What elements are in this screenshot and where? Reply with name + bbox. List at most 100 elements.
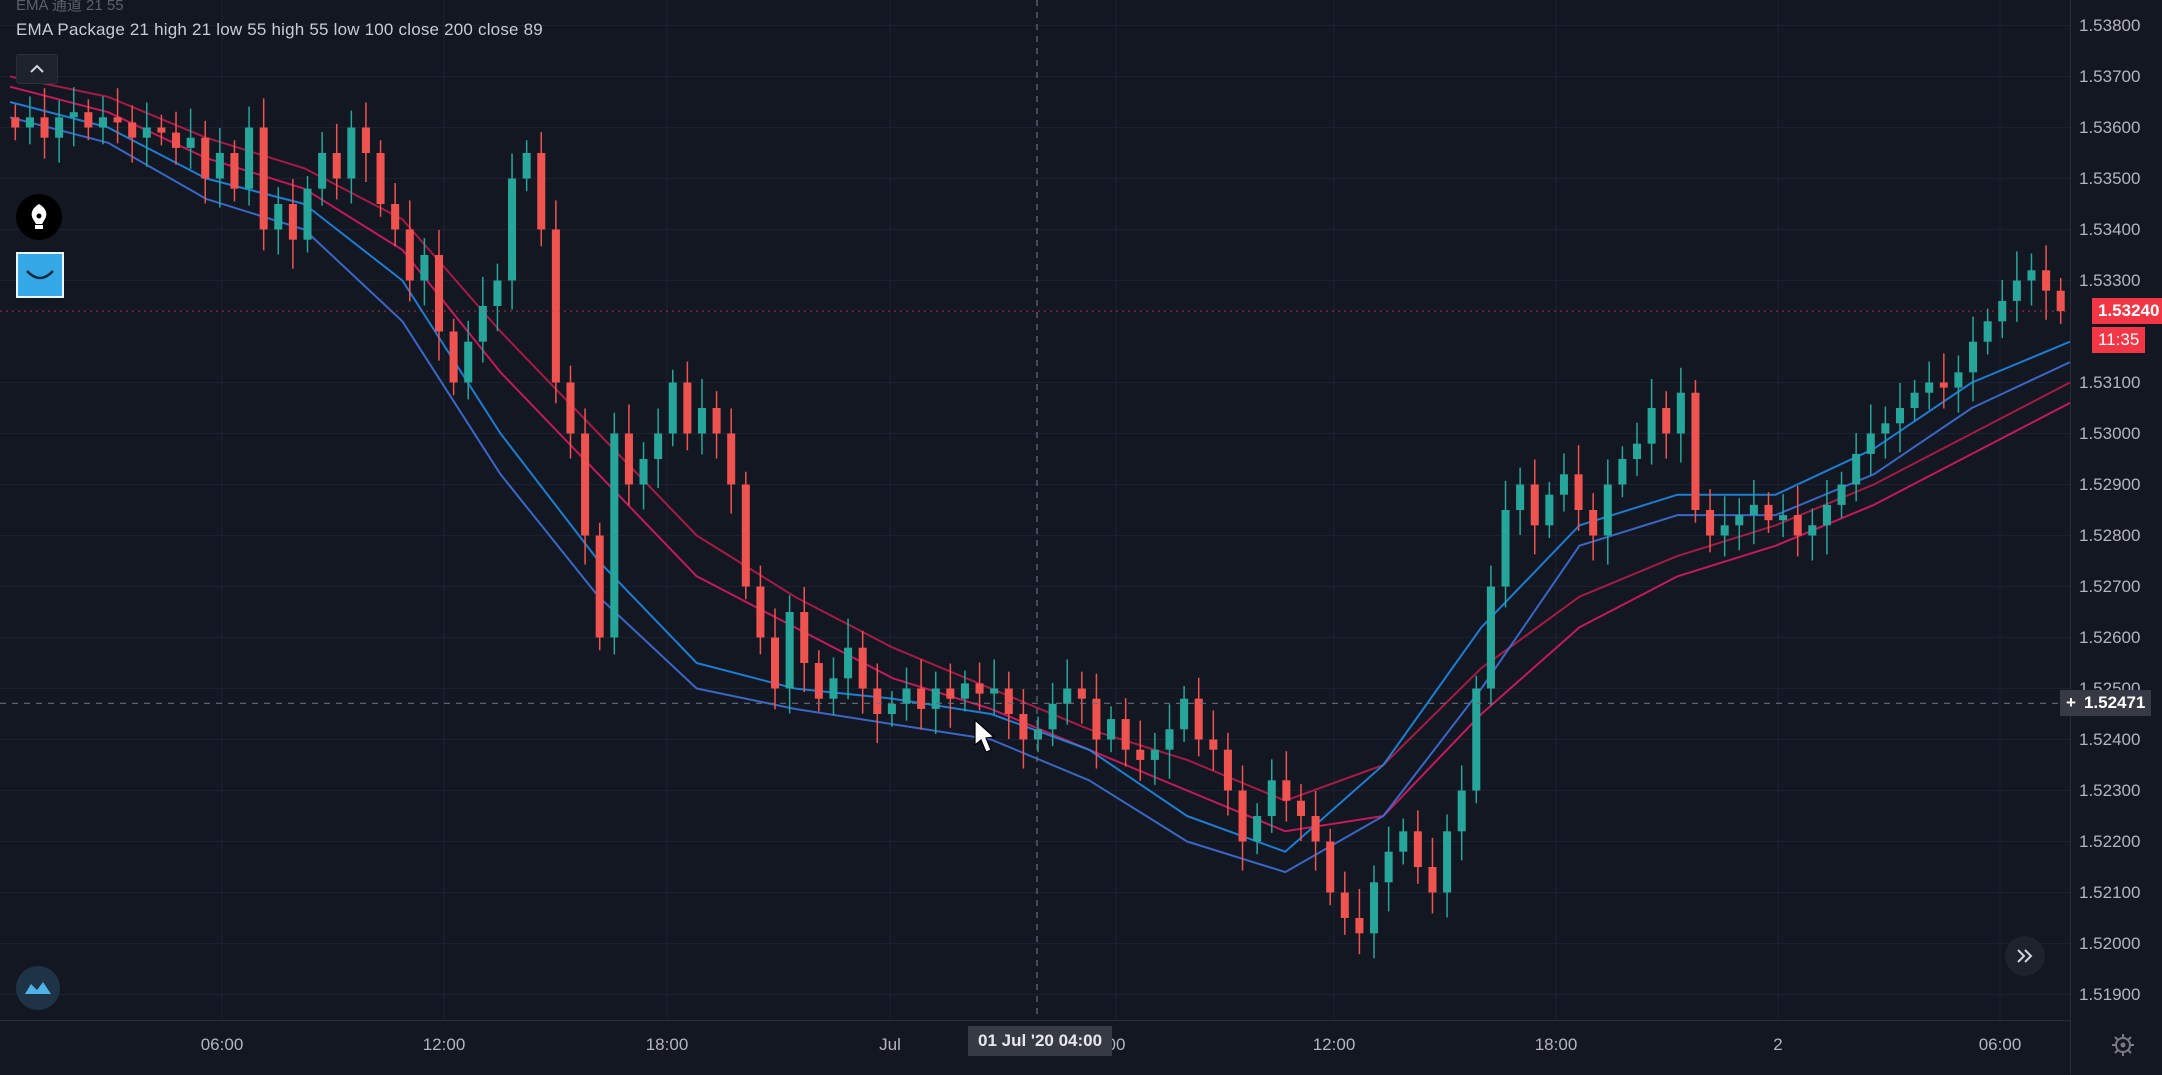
candle-up: [887, 703, 896, 714]
candle-up: [1516, 484, 1525, 510]
candle-down: [975, 683, 984, 694]
candle-down: [741, 484, 750, 587]
crosshair-plus-icon[interactable]: +: [2066, 693, 2076, 713]
candle-up: [25, 117, 34, 128]
candle-down: [946, 688, 955, 699]
candle-up: [1676, 392, 1685, 434]
price-tick-label: 1.53100: [2079, 372, 2141, 392]
candle-down: [1238, 790, 1247, 842]
price-chart[interactable]: [0, 0, 2070, 1020]
price-tick-label: 1.53000: [2079, 423, 2141, 443]
candle-down: [814, 663, 823, 699]
candle-up: [1443, 831, 1452, 893]
candle-up: [1486, 586, 1495, 689]
candle-up: [1267, 780, 1276, 816]
candle-up: [347, 127, 356, 179]
time-tick-label: Jul: [879, 1035, 901, 1054]
candle-up: [654, 433, 663, 459]
candle-down: [391, 204, 400, 230]
price-tick-label: 1.52300: [2079, 780, 2141, 800]
candle-down: [873, 688, 882, 714]
candle-down: [566, 382, 575, 434]
candle-down: [171, 132, 181, 148]
candle-up: [318, 153, 327, 189]
candle-down: [624, 433, 633, 485]
candle-up: [844, 647, 853, 679]
candle-down: [1340, 892, 1349, 918]
candle-up: [1384, 851, 1393, 883]
candle-up: [186, 137, 195, 148]
tradingview-logo[interactable]: [16, 966, 60, 1010]
time-tick-label: 06:00: [200, 1035, 244, 1054]
candle-down: [858, 647, 867, 689]
collapse-legend-button[interactable]: [16, 54, 58, 84]
ema-55-high-line: [9, 75, 2070, 802]
candle-up: [1180, 698, 1189, 730]
candle-up: [69, 112, 78, 118]
candle-down: [84, 112, 93, 128]
candle-down: [2042, 270, 2051, 291]
price-tick-label: 1.52900: [2079, 474, 2141, 494]
candle-up: [1837, 484, 1846, 505]
candle-up: [1954, 372, 1963, 388]
candle-down: [2056, 290, 2065, 312]
candle-up: [639, 459, 648, 485]
smile-tool-button[interactable]: [16, 252, 64, 298]
candle-down: [434, 255, 444, 332]
candle-down: [449, 331, 458, 383]
time-tick-label: 12:00: [1312, 1035, 1356, 1054]
candle-up: [1603, 484, 1612, 536]
candle-up: [1048, 703, 1057, 730]
candle-up: [1969, 341, 1978, 373]
candle-up: [990, 688, 999, 694]
candle-down: [11, 117, 20, 128]
candle-up: [1735, 515, 1744, 526]
candle-up: [1720, 525, 1729, 536]
candle-down: [1326, 841, 1335, 893]
candle-up: [1457, 790, 1466, 832]
candle-down: [157, 127, 166, 133]
candle-up: [142, 127, 151, 138]
candle-down: [1589, 510, 1598, 536]
candle-down: [1136, 749, 1145, 760]
candle-down: [1706, 510, 1715, 536]
double-chevron-right-icon: [2017, 949, 2033, 963]
candle-down: [712, 408, 721, 434]
candle-down: [1662, 408, 1671, 434]
time-tick-label: 18:00: [645, 1035, 689, 1054]
candle-down: [771, 637, 780, 689]
candle-down: [1764, 504, 1773, 521]
price-axis[interactable]: 1.53800 1.53700 1.53600 1.53500 1.53400 1.533…: [2070, 0, 2162, 1074]
smile-icon: [26, 270, 54, 280]
price-tick-label: 1.52100: [2079, 882, 2141, 902]
candle-up: [1559, 474, 1568, 495]
pen-tool-button[interactable]: [16, 194, 62, 240]
candle-up: [1063, 688, 1072, 704]
candle-down: [230, 153, 239, 189]
candle-down: [1004, 688, 1013, 714]
candle-down: [332, 153, 341, 179]
ema-55-low-line: [9, 85, 2070, 833]
gear-icon[interactable]: [2110, 1032, 2136, 1058]
candle-up: [2027, 270, 2036, 281]
candle-down: [595, 535, 604, 638]
ema-21-low-line: [9, 116, 2070, 874]
candle-up: [1472, 688, 1481, 791]
candle-down: [581, 433, 590, 536]
crosshair-time-label: 01 Jul '20 04:00: [968, 1026, 1113, 1056]
chart-pane[interactable]: EMA 通道 21 55 EMA Package 21 high 21 low …: [0, 0, 2070, 1020]
candle-up: [1925, 382, 1934, 393]
candle-down: [405, 229, 414, 281]
candle-up: [493, 280, 502, 306]
scroll-to-realtime-button[interactable]: [2005, 936, 2045, 976]
candle-down: [1077, 688, 1086, 699]
indicator-top-strip: EMA 通道 21 55: [16, 0, 124, 14]
chevron-up-icon: [30, 64, 44, 73]
indicator-legend[interactable]: EMA Package 21 high 21 low 55 high 55 lo…: [16, 20, 543, 39]
candle-up: [1501, 510, 1510, 587]
candle-up: [98, 117, 107, 128]
candle-up: [478, 306, 487, 342]
candle-up: [1779, 515, 1788, 521]
pen-nib-icon: [31, 204, 47, 229]
price-tick-label: 1.52800: [2079, 525, 2141, 545]
